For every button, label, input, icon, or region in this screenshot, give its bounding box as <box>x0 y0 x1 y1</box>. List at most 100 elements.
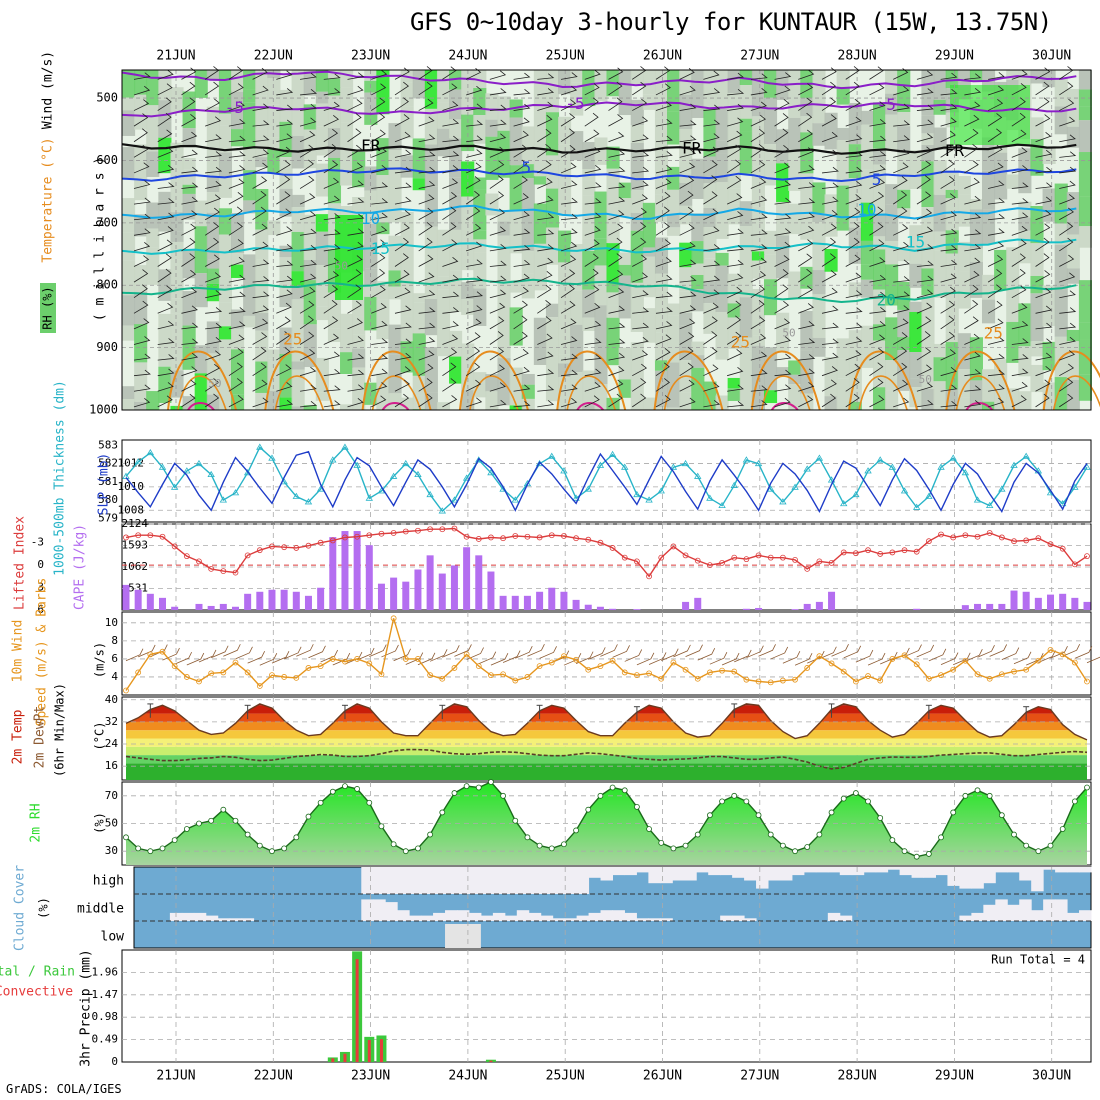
wind-speed-line-point <box>342 658 348 665</box>
wind-barb <box>869 395 885 408</box>
contour-label: 50 <box>335 260 348 273</box>
rh-cell <box>388 185 402 223</box>
wind-barb <box>371 147 387 158</box>
rh-cell <box>436 70 451 103</box>
rh-cell <box>739 118 753 132</box>
wind-barb <box>821 270 837 283</box>
rh-cell <box>1018 346 1032 377</box>
wind-barb <box>869 257 886 267</box>
contour-label: 15 <box>906 232 925 251</box>
wind-barb <box>727 245 745 252</box>
wind-barb <box>181 166 199 174</box>
rh-line-point <box>767 831 774 838</box>
wind-barb <box>442 191 458 205</box>
wind-barb <box>157 97 172 111</box>
wind-barb <box>394 237 410 252</box>
rh-cell <box>909 378 923 388</box>
wind-barb <box>845 98 861 111</box>
rh-cell <box>158 70 172 101</box>
rh-cell <box>206 176 220 193</box>
wind-barb <box>679 241 696 252</box>
wind-barb <box>205 290 222 299</box>
rh-cell <box>315 103 329 127</box>
panel-frame <box>121 69 1092 411</box>
rh-line-point <box>451 790 458 796</box>
rh-cell <box>703 281 717 304</box>
wind-barb <box>228 135 246 143</box>
wind-barb <box>252 362 267 377</box>
cape-bar <box>329 537 337 610</box>
rh-cell <box>558 230 572 263</box>
wind-barb <box>252 305 270 314</box>
thickness-line-point <box>925 492 933 499</box>
wind-barb <box>774 197 792 205</box>
rh-cell <box>158 313 172 358</box>
wind-barb <box>1086 656 1100 664</box>
rh-cell <box>134 94 148 130</box>
rh-line-point <box>561 841 567 848</box>
rh-cell <box>255 189 269 230</box>
rh-cell <box>654 360 669 371</box>
wind-barb <box>299 117 317 127</box>
cloud-low-gap <box>445 924 481 948</box>
rh-cell <box>836 358 850 379</box>
precip-tick-label: 0.49 <box>92 1033 119 1046</box>
date-label-bottom: 22JUN <box>254 1069 293 1084</box>
cape-bar <box>609 608 617 610</box>
rh-cell <box>231 309 245 329</box>
wind-barb <box>371 382 388 392</box>
lifted-index-line-point <box>269 543 275 550</box>
wind-barb <box>442 101 459 111</box>
wind-barb <box>655 165 673 174</box>
wind-barb <box>181 223 197 236</box>
wind-barb <box>560 128 575 143</box>
wind-barb <box>575 651 594 664</box>
rh-cell <box>897 208 911 219</box>
wind-speed-line-point <box>743 676 750 683</box>
wind-barb <box>1011 147 1028 158</box>
rh-cell <box>1078 89 1092 107</box>
wind-barb <box>371 226 388 236</box>
wind-barb <box>181 237 196 252</box>
rh-cell <box>327 70 342 79</box>
wind-barb <box>845 207 861 221</box>
thickness-line-point <box>243 469 252 476</box>
rh-cell <box>776 235 790 279</box>
thickness-line-point <box>912 503 921 510</box>
rh-cell <box>667 407 681 410</box>
wind-barb <box>845 290 863 299</box>
isotherm-line <box>121 167 1077 183</box>
wind-barb <box>727 103 744 111</box>
wind-barb <box>1035 305 1053 314</box>
rh-line-point <box>1047 842 1054 849</box>
lifted-index-line-point <box>974 533 981 540</box>
wind-barb <box>174 651 193 665</box>
wind-speed-line-point <box>463 651 470 658</box>
wind-barb <box>181 196 199 205</box>
wind-barb <box>369 644 387 657</box>
wind-barb <box>537 73 555 80</box>
wind-barb <box>323 160 339 174</box>
wind-barb <box>465 206 481 221</box>
wind-barb <box>210 645 229 659</box>
wind-barb <box>466 103 483 111</box>
wind-barb <box>893 397 910 408</box>
rh-cell <box>824 396 838 408</box>
wind-barb <box>655 321 673 330</box>
rh-cell <box>691 274 705 290</box>
lifted-index-line-point <box>950 534 957 541</box>
lifted-index-line-point <box>889 549 896 556</box>
lifted-index-line-point <box>719 559 725 566</box>
wind-barb <box>394 223 410 236</box>
cloud-middle-gap <box>588 912 602 921</box>
rh-line-point <box>913 853 920 860</box>
wind-barb <box>466 241 483 252</box>
wind-barb <box>655 257 672 267</box>
wind-barb <box>750 73 768 80</box>
wind-barb <box>276 316 291 330</box>
rh-cell <box>945 170 959 190</box>
rh-cell <box>255 330 269 362</box>
wind-barb <box>465 190 481 205</box>
wind-barb <box>133 213 151 221</box>
cloud-high-gap <box>995 867 1008 873</box>
